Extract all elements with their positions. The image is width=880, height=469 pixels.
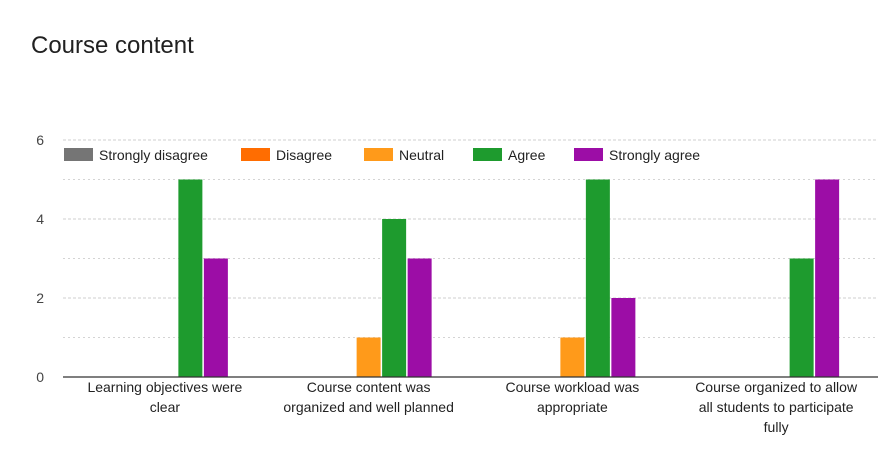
legend-swatch [64, 148, 93, 161]
y-tick-label: 2 [36, 290, 44, 306]
bar-agree [382, 219, 407, 377]
x-category-label: Course content was [307, 379, 431, 395]
bar-strongly-agree [203, 258, 228, 377]
bar-strongly-agree [611, 298, 636, 377]
bar-neutral [356, 337, 381, 377]
y-tick-label: 6 [36, 132, 44, 148]
legend-label: Strongly agree [609, 147, 700, 163]
bar-agree [585, 179, 610, 377]
x-category-label: clear [150, 399, 181, 415]
legend-label: Strongly disagree [99, 147, 208, 163]
legend-swatch [241, 148, 270, 161]
bar-agree [178, 179, 203, 377]
y-tick-label: 0 [36, 369, 44, 385]
x-category-label: fully [764, 419, 789, 435]
bar-agree [789, 258, 814, 377]
x-category-label: Learning objectives were [87, 379, 242, 395]
legend-swatch [473, 148, 502, 161]
bar-strongly-agree [407, 258, 432, 377]
legend-label: Disagree [276, 147, 332, 163]
legend-swatch [574, 148, 603, 161]
x-category-label: all students to participate [699, 399, 854, 415]
bar-neutral [560, 337, 585, 377]
legend-label: Neutral [399, 147, 444, 163]
x-category-label: Course organized to allow [695, 379, 858, 395]
x-category-label: appropriate [537, 399, 608, 415]
legend-swatch [364, 148, 393, 161]
y-tick-label: 4 [36, 211, 44, 227]
chart-title: Course content [31, 32, 194, 59]
x-category-label: organized and well planned [283, 399, 453, 415]
x-category-label: Course workload was [505, 379, 639, 395]
legend-label: Agree [508, 147, 546, 163]
bar-strongly-agree [815, 179, 840, 377]
